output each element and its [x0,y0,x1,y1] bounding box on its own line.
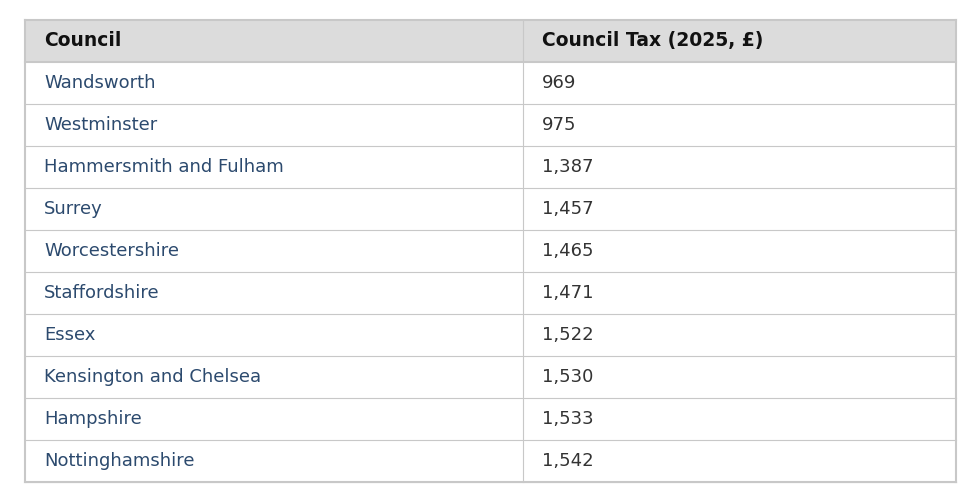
Text: Council: Council [44,31,122,50]
Text: 1,457: 1,457 [542,200,594,218]
Text: Hampshire: Hampshire [44,410,142,428]
Text: 1,387: 1,387 [542,158,594,176]
Text: 1,542: 1,542 [542,452,594,470]
Bar [24,398,956,440]
Text: 969: 969 [542,74,576,92]
Text: Worcestershire: Worcestershire [44,242,179,260]
Text: Staffordshire: Staffordshire [44,284,160,302]
Bar [24,230,956,272]
Text: Surrey: Surrey [44,200,103,218]
Bar [24,314,956,356]
Text: Kensington and Chelsea: Kensington and Chelsea [44,368,262,386]
Text: 1,530: 1,530 [542,368,594,386]
Bar [24,440,956,482]
Bar [24,104,956,146]
Text: 1,471: 1,471 [542,284,594,302]
Text: Westminster: Westminster [44,116,158,134]
Bar [24,188,956,230]
Text: Essex: Essex [44,326,95,344]
Text: Nottinghamshire: Nottinghamshire [44,452,195,470]
Text: 975: 975 [542,116,576,134]
Text: Wandsworth: Wandsworth [44,74,156,92]
Bar [24,272,956,314]
Text: Hammersmith and Fulham: Hammersmith and Fulham [44,158,284,176]
Text: 1,533: 1,533 [542,410,594,428]
Text: Council Tax (2025, £): Council Tax (2025, £) [542,31,763,50]
Text: 1,465: 1,465 [542,242,594,260]
Text: 1,522: 1,522 [542,326,594,344]
Bar [24,62,956,104]
Bar [24,20,956,61]
Bar [24,356,956,398]
Bar [24,146,956,188]
